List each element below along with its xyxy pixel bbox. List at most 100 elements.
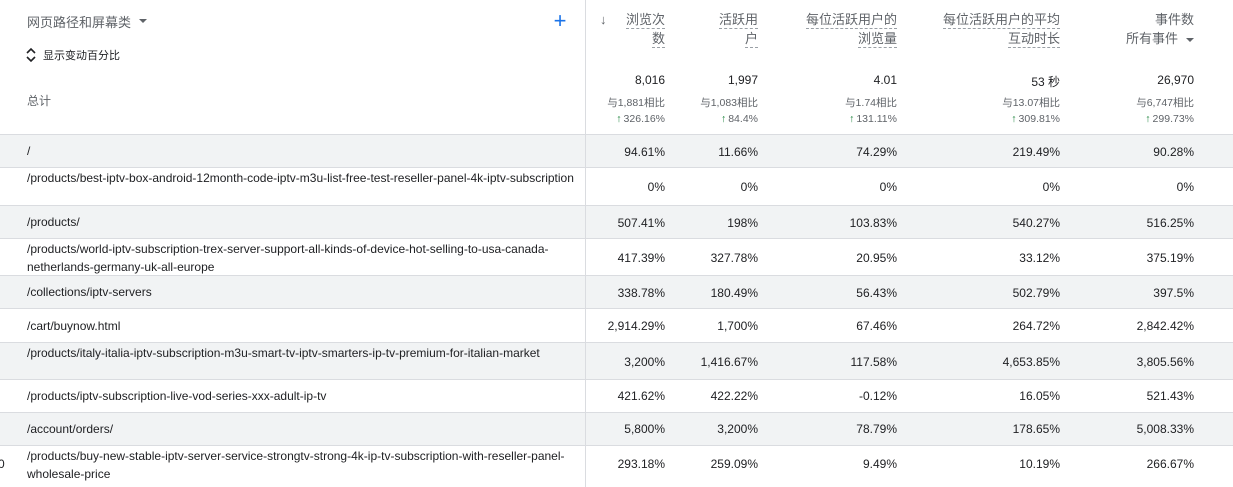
cell-value: 180.49%: [710, 286, 758, 300]
cell-value: 4,653.85%: [1002, 355, 1060, 369]
total-value: 4.01: [873, 73, 897, 87]
metric-header-views[interactable]: 浏览次 数: [625, 12, 665, 48]
arrow-up-icon: ↑: [616, 113, 622, 125]
cell-value: 516.25%: [1146, 216, 1194, 230]
cell-value: 2,842.42%: [1136, 319, 1194, 333]
page-path[interactable]: /products/italy-italia-iptv-subscription…: [27, 346, 540, 360]
toggle-label: 显示变动百分比: [43, 50, 120, 62]
page-path[interactable]: /products/: [27, 215, 80, 229]
table-row: /products/world-iptv-subscription-trex-s…: [0, 239, 1233, 276]
page-path[interactable]: /collections/iptv-servers: [27, 285, 152, 299]
page-path[interactable]: /products/iptv-subscription-live-vod-ser…: [27, 389, 327, 403]
cell-value: 10.19%: [1019, 457, 1060, 471]
total-value: 26,970: [1157, 73, 1194, 87]
arrow-up-icon: ↑: [720, 113, 727, 125]
table-row: 0 /products/buy-new-stable-iptv-server-s…: [0, 446, 1233, 486]
add-dimension-icon[interactable]: +: [553, 8, 567, 33]
total-compare: 与13.07相比: [1002, 97, 1060, 109]
page-path[interactable]: /account/orders/: [27, 422, 114, 436]
show-change-percent-toggle[interactable]: 显示变动百分比: [25, 47, 120, 63]
cell-value: 507.41%: [617, 216, 665, 230]
table-row: / 94.61% 11.66% 74.29% 219.49% 90.28%: [0, 135, 1233, 168]
column-divider: [585, 0, 586, 487]
expand-collapse-icon: [26, 47, 36, 63]
cell-value: 521.43%: [1146, 389, 1194, 403]
total-change: ↑ 299.73%: [1145, 113, 1194, 125]
metric-header-event-count[interactable]: 事件数 所有事件: [1125, 12, 1194, 46]
cell-value: 540.27%: [1012, 216, 1060, 230]
dimension-selector[interactable]: 网页路径和屏幕类: [27, 12, 148, 30]
cell-value: 198%: [727, 216, 758, 230]
chevron-down-icon: [139, 19, 148, 23]
page-path[interactable]: /: [27, 144, 31, 158]
cell-value: 56.43%: [856, 286, 897, 300]
cell-value: 103.83%: [849, 216, 897, 230]
total-label: 总计: [27, 94, 52, 108]
cell-value: 259.09%: [710, 457, 758, 471]
total-change: ↑ 84.4%: [720, 113, 758, 125]
total-value: 8,016: [634, 73, 665, 87]
table-row: /collections/iptv-servers 338.78% 180.49…: [0, 276, 1233, 309]
cell-value: 117.58%: [850, 355, 897, 369]
total-compare: 与1.74相比: [845, 97, 897, 109]
table-header: 网页路径和屏幕类 + 显示变动百分比 总计 ↓ 浏览次 数 活跃用 户 每位活跃…: [0, 0, 1233, 135]
cell-value: 0%: [740, 180, 758, 194]
cell-value: 5,800%: [624, 422, 665, 436]
arrow-up-icon: ↑: [849, 113, 855, 125]
cell-value: 293.18%: [617, 457, 665, 471]
arrow-up-icon: ↑: [1011, 113, 1017, 125]
cell-value: 11.66%: [718, 145, 758, 159]
cell-value: 178.65%: [1012, 422, 1060, 436]
total-value: 53 秒: [1031, 75, 1060, 89]
cell-value: 502.79%: [1012, 286, 1060, 300]
cell-value: 16.05%: [1019, 389, 1060, 403]
cell-value: 0%: [1176, 180, 1194, 194]
cell-value: 375.19%: [1146, 251, 1194, 265]
total-change: ↑ 309.81%: [1011, 113, 1060, 125]
metric-header-avg-engagement[interactable]: 每位活跃用户的平均 互动时长: [942, 12, 1060, 48]
cell-value: 94.61%: [624, 145, 665, 159]
event-filter-dropdown[interactable]: 所有事件: [1125, 31, 1178, 46]
cell-value: -0.12%: [858, 389, 897, 403]
cell-value: 3,200%: [624, 355, 665, 369]
page-path[interactable]: /products/world-iptv-subscription-trex-s…: [27, 242, 549, 274]
table-row: /products/ 507.41% 198% 103.83% 540.27% …: [0, 206, 1233, 239]
metric-header-active-users[interactable]: 活跃用 户: [718, 12, 758, 48]
table-row: /account/orders/ 5,800% 3,200% 78.79% 17…: [0, 413, 1233, 446]
cell-value: 327.78%: [710, 251, 758, 265]
cell-value: 264.72%: [1012, 319, 1060, 333]
page-path[interactable]: /products/best-iptv-box-android-12month-…: [27, 171, 574, 185]
cell-value: 67.46%: [856, 319, 897, 333]
page-path[interactable]: /cart/buynow.html: [27, 319, 121, 333]
cell-value: 20.95%: [856, 251, 897, 265]
cell-value: 3,805.56%: [1136, 355, 1194, 369]
cell-value: 74.29%: [856, 145, 897, 159]
total-compare: 与1,083相比: [700, 97, 758, 109]
dimension-label: 网页路径和屏幕类: [27, 14, 132, 30]
table-row: /products/best-iptv-box-android-12month-…: [0, 168, 1233, 206]
total-compare: 与1,881相比: [607, 97, 665, 109]
cell-value: 422.22%: [710, 389, 758, 403]
cell-value: 0%: [1042, 180, 1060, 194]
total-compare: 与6,747相比: [1136, 97, 1194, 109]
sort-descending-icon[interactable]: ↓: [600, 12, 607, 27]
cell-value: 9.49%: [862, 457, 897, 471]
metric-header-views-per-user[interactable]: 每位活跃用户的 浏览量: [805, 12, 897, 48]
cell-value: 397.5%: [1153, 286, 1194, 300]
arrow-up-icon: ↑: [1145, 113, 1151, 125]
cell-value: 33.12%: [1019, 251, 1060, 265]
cell-value: 1,416.67%: [700, 355, 758, 369]
cell-value: 90.28%: [1153, 145, 1194, 159]
cell-value: 78.79%: [856, 422, 897, 436]
row-number: 0: [0, 457, 5, 471]
chevron-down-icon[interactable]: [1186, 37, 1194, 42]
table-row: /products/iptv-subscription-live-vod-ser…: [0, 380, 1233, 413]
cell-value: 0%: [647, 180, 665, 194]
total-change: ↑ 326.16%: [616, 113, 665, 125]
cell-value: 3,200%: [717, 422, 758, 436]
cell-value: 266.67%: [1146, 457, 1194, 471]
cell-value: 2,914.29%: [607, 319, 665, 333]
table-row: /cart/buynow.html 2,914.29% 1,700% 67.46…: [0, 309, 1233, 343]
page-path[interactable]: /products/buy-new-stable-iptv-server-ser…: [27, 449, 565, 481]
total-change: ↑ 131.11%: [849, 113, 897, 125]
